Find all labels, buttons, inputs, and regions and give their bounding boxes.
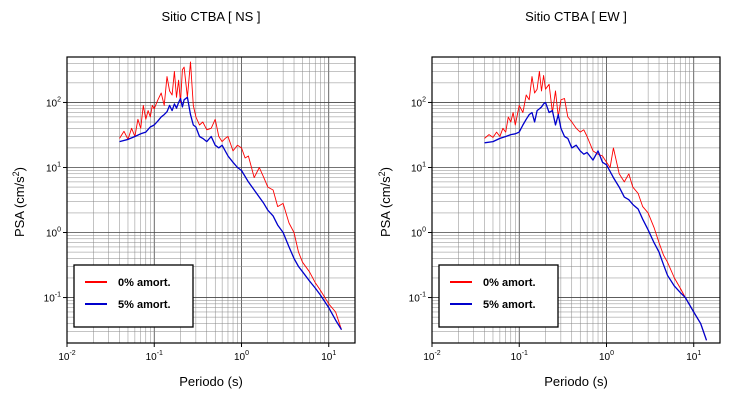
grid: [431, 56, 721, 344]
plot-frame: [66, 56, 356, 344]
x-tick-label: 10-1: [146, 350, 163, 363]
series-line-amort-5: [484, 101, 708, 341]
legend-label: 0% amort.: [118, 277, 171, 289]
x-tick-base: 10: [146, 352, 158, 363]
y-axis-label: PSA (cm/s2): [11, 167, 27, 237]
y-axis-label-sup: 2: [377, 171, 387, 176]
x-tick-label: 101: [686, 350, 701, 363]
y-tick-base: 10: [46, 229, 58, 240]
legend: 0% amort. 5% amort.: [73, 264, 194, 328]
x-tick-exp: 1: [332, 350, 336, 357]
x-axis-label: Periodo (s): [544, 374, 608, 389]
x-tick-label: 100: [599, 350, 614, 363]
y-axis-label-sup: 2: [11, 171, 21, 176]
chart-title: Sitio CTBA [ NS ]: [162, 9, 261, 24]
y-tick-exp: -1: [420, 292, 426, 299]
x-tick-base: 10: [234, 352, 246, 363]
x-tick-base: 10: [511, 352, 523, 363]
x-tick-exp: 1: [697, 350, 701, 357]
series-line-amort-5: [119, 96, 343, 331]
y-tick-label: 100: [46, 227, 61, 240]
y-tick-base: 10: [46, 98, 58, 109]
x-tick-base: 10: [599, 352, 611, 363]
y-axis-label-base: PSA (cm/s: [12, 176, 27, 237]
y-tick-base: 10: [411, 163, 423, 174]
x-tick-label: 10-2: [58, 350, 75, 363]
x-tick-exp: 0: [245, 350, 249, 357]
x-tick-exp: -2: [69, 350, 75, 357]
x-tick-label: 10-2: [423, 350, 440, 363]
y-tick-label: 10-1: [409, 292, 426, 305]
y-tick-label: 102: [46, 96, 61, 109]
y-tick-base: 10: [411, 229, 423, 240]
series-line-amort-0: [484, 70, 707, 341]
x-tick-exp: -1: [522, 350, 528, 357]
y-axis-label-base: PSA (cm/s: [378, 176, 393, 237]
y-tick-exp: 0: [57, 227, 61, 234]
legend: 0% amort. 5% amort.: [438, 264, 559, 328]
legend-box: [73, 264, 194, 328]
x-axis-label: Periodo (s): [179, 374, 243, 389]
y-axis-label: PSA (cm/s2): [377, 167, 393, 237]
x-tick-label: 101: [321, 350, 336, 363]
legend-label: 5% amort.: [118, 299, 171, 311]
y-tick-exp: 1: [422, 161, 426, 168]
y-tick-exp: -1: [55, 292, 61, 299]
y-tick-exp: 0: [422, 227, 426, 234]
x-tick-label: 10-1: [511, 350, 528, 363]
y-axis-label-close: ): [378, 167, 393, 171]
y-tick-label: 10-1: [44, 292, 61, 305]
plot-frame: [431, 56, 721, 344]
y-tick-exp: 2: [422, 96, 426, 103]
legend-label: 5% amort.: [483, 299, 536, 311]
legend-label: 0% amort.: [483, 277, 536, 289]
x-tick-base: 10: [423, 352, 435, 363]
x-tick-exp: 0: [610, 350, 614, 357]
series-line-amort-0: [119, 61, 342, 330]
y-tick-base: 10: [44, 294, 56, 305]
y-axis-label-close: ): [12, 167, 27, 171]
y-tick-label: 102: [411, 96, 426, 109]
x-tick-exp: -1: [157, 350, 163, 357]
x-tick-base: 10: [58, 352, 70, 363]
legend-box: [438, 264, 559, 328]
chart-title: Sitio CTBA [ EW ]: [525, 9, 627, 24]
y-tick-base: 10: [411, 98, 423, 109]
y-tick-label: 100: [411, 227, 426, 240]
y-tick-label: 101: [46, 161, 61, 174]
y-tick-base: 10: [409, 294, 421, 305]
x-tick-label: 100: [234, 350, 249, 363]
x-tick-base: 10: [321, 352, 333, 363]
y-tick-base: 10: [46, 163, 58, 174]
y-tick-exp: 2: [57, 96, 61, 103]
x-tick-exp: -2: [434, 350, 440, 357]
x-tick-base: 10: [686, 352, 698, 363]
y-tick-exp: 1: [57, 161, 61, 168]
y-tick-label: 101: [411, 161, 426, 174]
